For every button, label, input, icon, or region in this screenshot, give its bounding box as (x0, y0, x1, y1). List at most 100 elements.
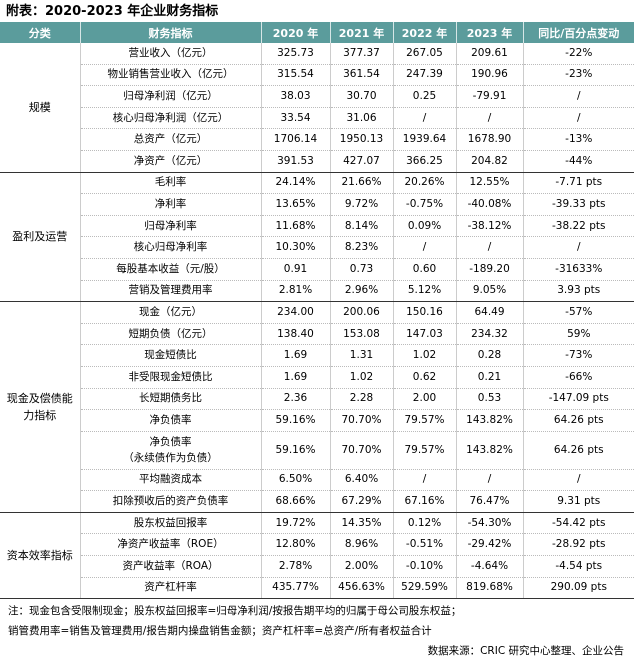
table-title: 附表：2020-2023 年企业财务指标 (6, 4, 219, 19)
metric-cell: 短期负债（亿元） (80, 323, 262, 346)
value-2021: 0.73 (330, 258, 394, 281)
change-cell: -13% (523, 128, 634, 151)
value-2022: 147.03 (393, 323, 457, 346)
table-row: 归母净利率 11.68% 8.14% 0.09% -38.12% -38.22 pts (0, 215, 634, 238)
metric-cell: 扣除预收后的资产负债率 (80, 490, 262, 513)
change-cell: 290.09 pts (523, 577, 634, 600)
metric-cell: 物业销售营业收入（亿元） (80, 64, 262, 87)
value-2023: -29.42% (456, 533, 524, 557)
category-cell: 资本效率指标 (0, 512, 81, 600)
table-row: 核心归母净利润（亿元） 33.54 31.06// / (0, 107, 634, 130)
header-2022: 2022 年 (393, 22, 457, 43)
value-2022: -0.10% (393, 555, 457, 578)
table-row: 核心归母净利率 10.30% 8.23% / / / (0, 236, 634, 259)
change-cell: -22% (523, 43, 634, 65)
table-row: 扣除预收后的资产负债率 68.66% 67.29% 67.16% 76.47% 9.31 … (0, 490, 634, 513)
change-cell: -54.42 pts (523, 512, 634, 535)
table-body: 规模 营业收入（亿元） 325.73 377.37 267.05 209.61 -22% 物业… (0, 43, 634, 600)
value-2021: 1.31 (330, 344, 394, 367)
value-2022: 0.12% (393, 512, 457, 535)
header-row: 分类 财务指标 2020 年 2021 年 2022 年 2023 年 同比/百… (0, 22, 634, 43)
value-2023: 12.55% (456, 172, 524, 195)
value-2020: 10.30% (261, 236, 331, 259)
metric-cell: 长短期债务比 (80, 388, 262, 411)
value-2022: 0.09% (393, 215, 457, 238)
metric-cell: 核心归母净利润（亿元） (80, 107, 262, 130)
header-2023: 2023 年 (456, 22, 524, 43)
table-row: 平均融资成本 6.50% 6.40% / / / (0, 469, 634, 492)
change-cell: -31633% (523, 258, 634, 281)
value-2022: 0.60 (393, 258, 457, 281)
value-2021: 153.08 (330, 323, 394, 346)
value-2021: 377.37 (330, 43, 394, 65)
value-2020: 234.00 (261, 301, 331, 324)
change-cell: 64.26 pts (523, 409, 634, 432)
metric-cell: 净利率 (80, 193, 262, 216)
table-row: 营销及管理费用率 2.81% 2.96% 5.12% 9.05% 3.93 pts (0, 280, 634, 303)
value-2020: 33.54 (261, 107, 331, 130)
change-cell: -44% (523, 150, 634, 173)
value-2022: -0.75% (393, 193, 457, 216)
header-2020: 2020 年 (261, 22, 331, 43)
change-cell: -57% (523, 301, 634, 324)
table-row: 规模 营业收入（亿元） 325.73 377.37 267.05 209.61 -22% (0, 43, 634, 173)
metric-cell: 营业收入（亿元） (80, 43, 262, 65)
value-2021: 8.96% (330, 533, 394, 557)
table-row: 现金及偿债能力指标 现金（亿元） 234.00 200.06 150.16 64.49 -5… (0, 301, 634, 513)
metric-cell: 平均融资成本 (80, 469, 262, 492)
value-2022: 529.59% (393, 577, 457, 600)
value-2020: 1706.14 (261, 128, 331, 151)
value-2022: 79.57% (393, 409, 457, 432)
table-row: 净资产收益率（ROE） 12.80% 8.96% -0.51% -29.42% -28.9… (0, 533, 634, 557)
metric-cell: 现金（亿元） (80, 301, 262, 324)
note-line: 销管费用率=销售及管理费用/报告期内操盘销售金额；资产杠杆率=总资产/所有者权益… (8, 625, 432, 637)
value-2020: 13.65% (261, 193, 331, 216)
value-2021: 2.96% (330, 280, 394, 303)
table-row: 资本效率指标 股东权益回报率 19.72% 14.35% 0.12% -54.30% -54… (0, 512, 634, 600)
value-2021: 200.06 (330, 301, 394, 324)
value-2021: 14.35% (330, 512, 394, 535)
value-2020: 315.54 (261, 64, 331, 87)
metric-cell: 归母净利率 (80, 215, 262, 238)
table-row: 物业销售营业收入（亿元） 315.54 361.54 247.39 190.96 -23% (0, 64, 634, 87)
change-cell: / (523, 236, 634, 259)
value-2022: 0.62 (393, 366, 457, 389)
header-metric: 财务指标 (80, 22, 262, 43)
value-2021: 456.63% (330, 577, 394, 600)
value-2021: 1950.13 (330, 128, 394, 151)
value-2020: 38.03 (261, 85, 331, 108)
value-2020: 68.66% (261, 490, 331, 513)
table-row: 短期负债（亿元） 138.40 153.08 147.03 234.32 59% (0, 323, 634, 346)
value-2020: 2.36 (261, 388, 331, 411)
value-2020: 59.16% (261, 409, 331, 432)
table-row: 净负债率 （永续债作为负债） 59.16% 70.70% 79.57% 143.82% 6… (0, 431, 634, 470)
value-2020: 12.80% (261, 533, 331, 557)
value-2020: 391.53 (261, 150, 331, 173)
change-cell: -28.92 pts (523, 533, 634, 557)
table-row: 非受限现金短债比 1.69 1.02 0.62 0.21 -66% (0, 366, 634, 389)
notes: 注：现金包含受限制现金；股东权益回报率=归母净利润/按报告期平均的归属于母公司股… (8, 601, 628, 661)
change-cell: -23% (523, 64, 634, 87)
value-2023: -54.30% (456, 512, 524, 535)
value-2023: 0.28 (456, 344, 524, 367)
value-2023: 143.82% (456, 431, 524, 470)
value-2023: 143.82% (456, 409, 524, 432)
change-cell: 3.93 pts (523, 280, 634, 303)
value-2023: 0.53 (456, 388, 524, 411)
change-cell: -66% (523, 366, 634, 389)
change-cell: -7.71 pts (523, 172, 634, 195)
table-row: 资产杠杆率 435.77% 456.63% 529.59% 819.68% 290.09 … (0, 577, 634, 600)
value-2021: 1.02 (330, 366, 394, 389)
data-source: 数据来源：CRIC 研究中心整理、企业公告 (427, 645, 624, 657)
change-cell: -147.09 pts (523, 388, 634, 411)
table-row: 盈利及运营 毛利率 24.14% 21.66% 20.26% 12.55% -7.71 pt… (0, 172, 634, 303)
value-2022: / (393, 469, 457, 492)
metric-cell: 现金短债比 (80, 344, 262, 367)
value-2022: / (393, 236, 457, 259)
value-2023: 819.68% (456, 577, 524, 600)
value-2021: 6.40% (330, 469, 394, 492)
table-row: 净利率 13.65% 9.72% -0.75% -40.08% -39.33 pts (0, 193, 634, 216)
metric-cell: 净资产（亿元） (80, 150, 262, 173)
value-2020: 24.14% (261, 172, 331, 195)
